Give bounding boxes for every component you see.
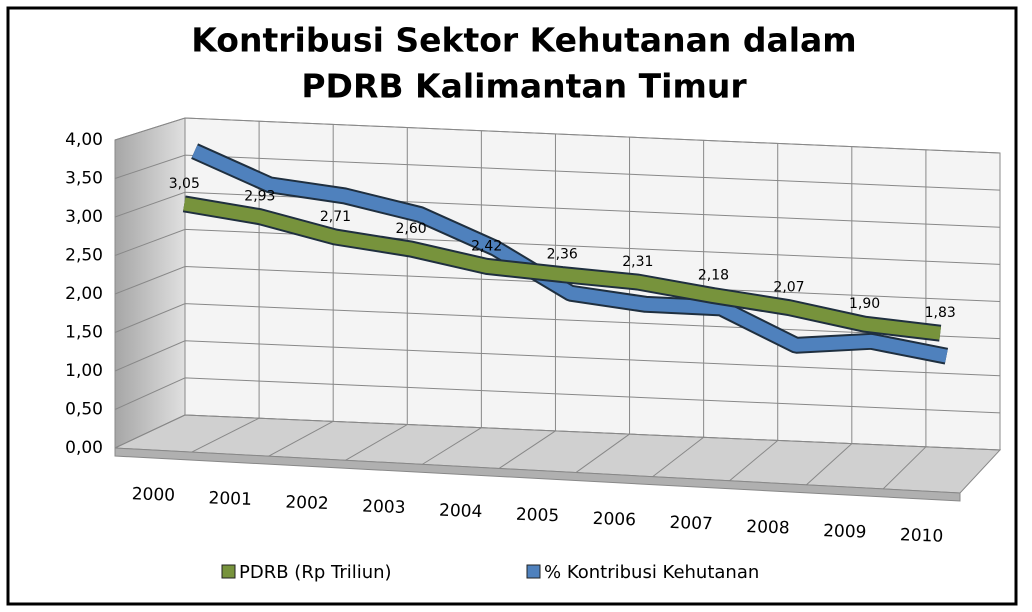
data-label: 2,07	[773, 280, 804, 296]
y-tick-label: 3,50	[65, 169, 103, 189]
side-wall	[114, 117, 186, 449]
legend-label: PDRB (Rp Triliun)	[239, 562, 392, 583]
line	[183, 197, 941, 340]
floor-grid	[498, 430, 556, 469]
x-tick-label: 2008	[746, 517, 790, 538]
chart-title: PDRB Kalimantan Timur	[301, 67, 747, 106]
line	[191, 145, 948, 363]
floor-grid	[652, 436, 704, 478]
data-label: 1,83	[925, 305, 956, 321]
data-label: 2,36	[547, 247, 578, 263]
floor-grid	[191, 417, 260, 453]
grid-line	[114, 154, 1001, 191]
floor-grid	[345, 424, 408, 461]
data-label: 2,71	[320, 209, 351, 225]
x-tick-label: 2001	[208, 488, 252, 509]
floor-grid	[806, 443, 853, 486]
floor-edge	[114, 447, 961, 502]
x-tick-label: 2000	[131, 484, 175, 505]
floor-grid	[882, 446, 927, 490]
grid-line	[114, 228, 1001, 265]
floor-grid	[729, 440, 779, 482]
grid-line	[114, 414, 1001, 451]
data-label: 2,93	[244, 189, 275, 205]
floor-grid	[422, 427, 482, 465]
grid-line	[114, 303, 1001, 340]
grid-line	[114, 191, 1001, 228]
y-tick-label: 4,00	[65, 130, 103, 150]
data-label: 2,31	[622, 254, 653, 270]
data-label: 2,18	[698, 268, 729, 284]
legend-label: % Kontribusi Kehutanan	[544, 562, 759, 583]
x-tick-label: 2003	[362, 497, 406, 518]
x-tick-label: 2002	[285, 492, 329, 513]
y-tick-label: 2,00	[65, 284, 103, 304]
x-tick-label: 2005	[516, 505, 560, 526]
y-tick-label: 1,50	[65, 323, 103, 343]
floor-grid	[575, 433, 630, 473]
grid-line	[114, 117, 1001, 154]
grid-line	[114, 340, 1001, 377]
x-tick-label: 2004	[439, 501, 483, 522]
x-tick-label: 2010	[900, 525, 944, 546]
chart-title: Kontribusi Sektor Kehutanan dalam	[191, 21, 856, 60]
legend-swatch	[526, 564, 541, 579]
data-label: 2,42	[471, 238, 502, 254]
legend-swatch	[221, 564, 236, 579]
data-label: 2,60	[395, 221, 426, 237]
y-tick-label: 3,00	[65, 207, 103, 227]
y-tick-label: 2,50	[65, 246, 103, 266]
floor-grid	[268, 420, 334, 457]
x-tick-label: 2009	[823, 521, 867, 542]
plot: 0,00 0,50 1,00 1,50 2,00 2,50 3,00 3,50 4,00 2000…	[65, 117, 1002, 547]
y-tick-label: 0,50	[65, 400, 103, 420]
data-label: 1,90	[849, 296, 880, 312]
y-tick-label: 0,00	[65, 438, 103, 458]
x-tick-label: 2006	[592, 509, 636, 530]
y-tick-label: 1,00	[65, 361, 103, 381]
data-label: 3,05	[169, 176, 200, 192]
grid-line	[114, 377, 1001, 414]
x-tick-label: 2007	[669, 513, 713, 534]
